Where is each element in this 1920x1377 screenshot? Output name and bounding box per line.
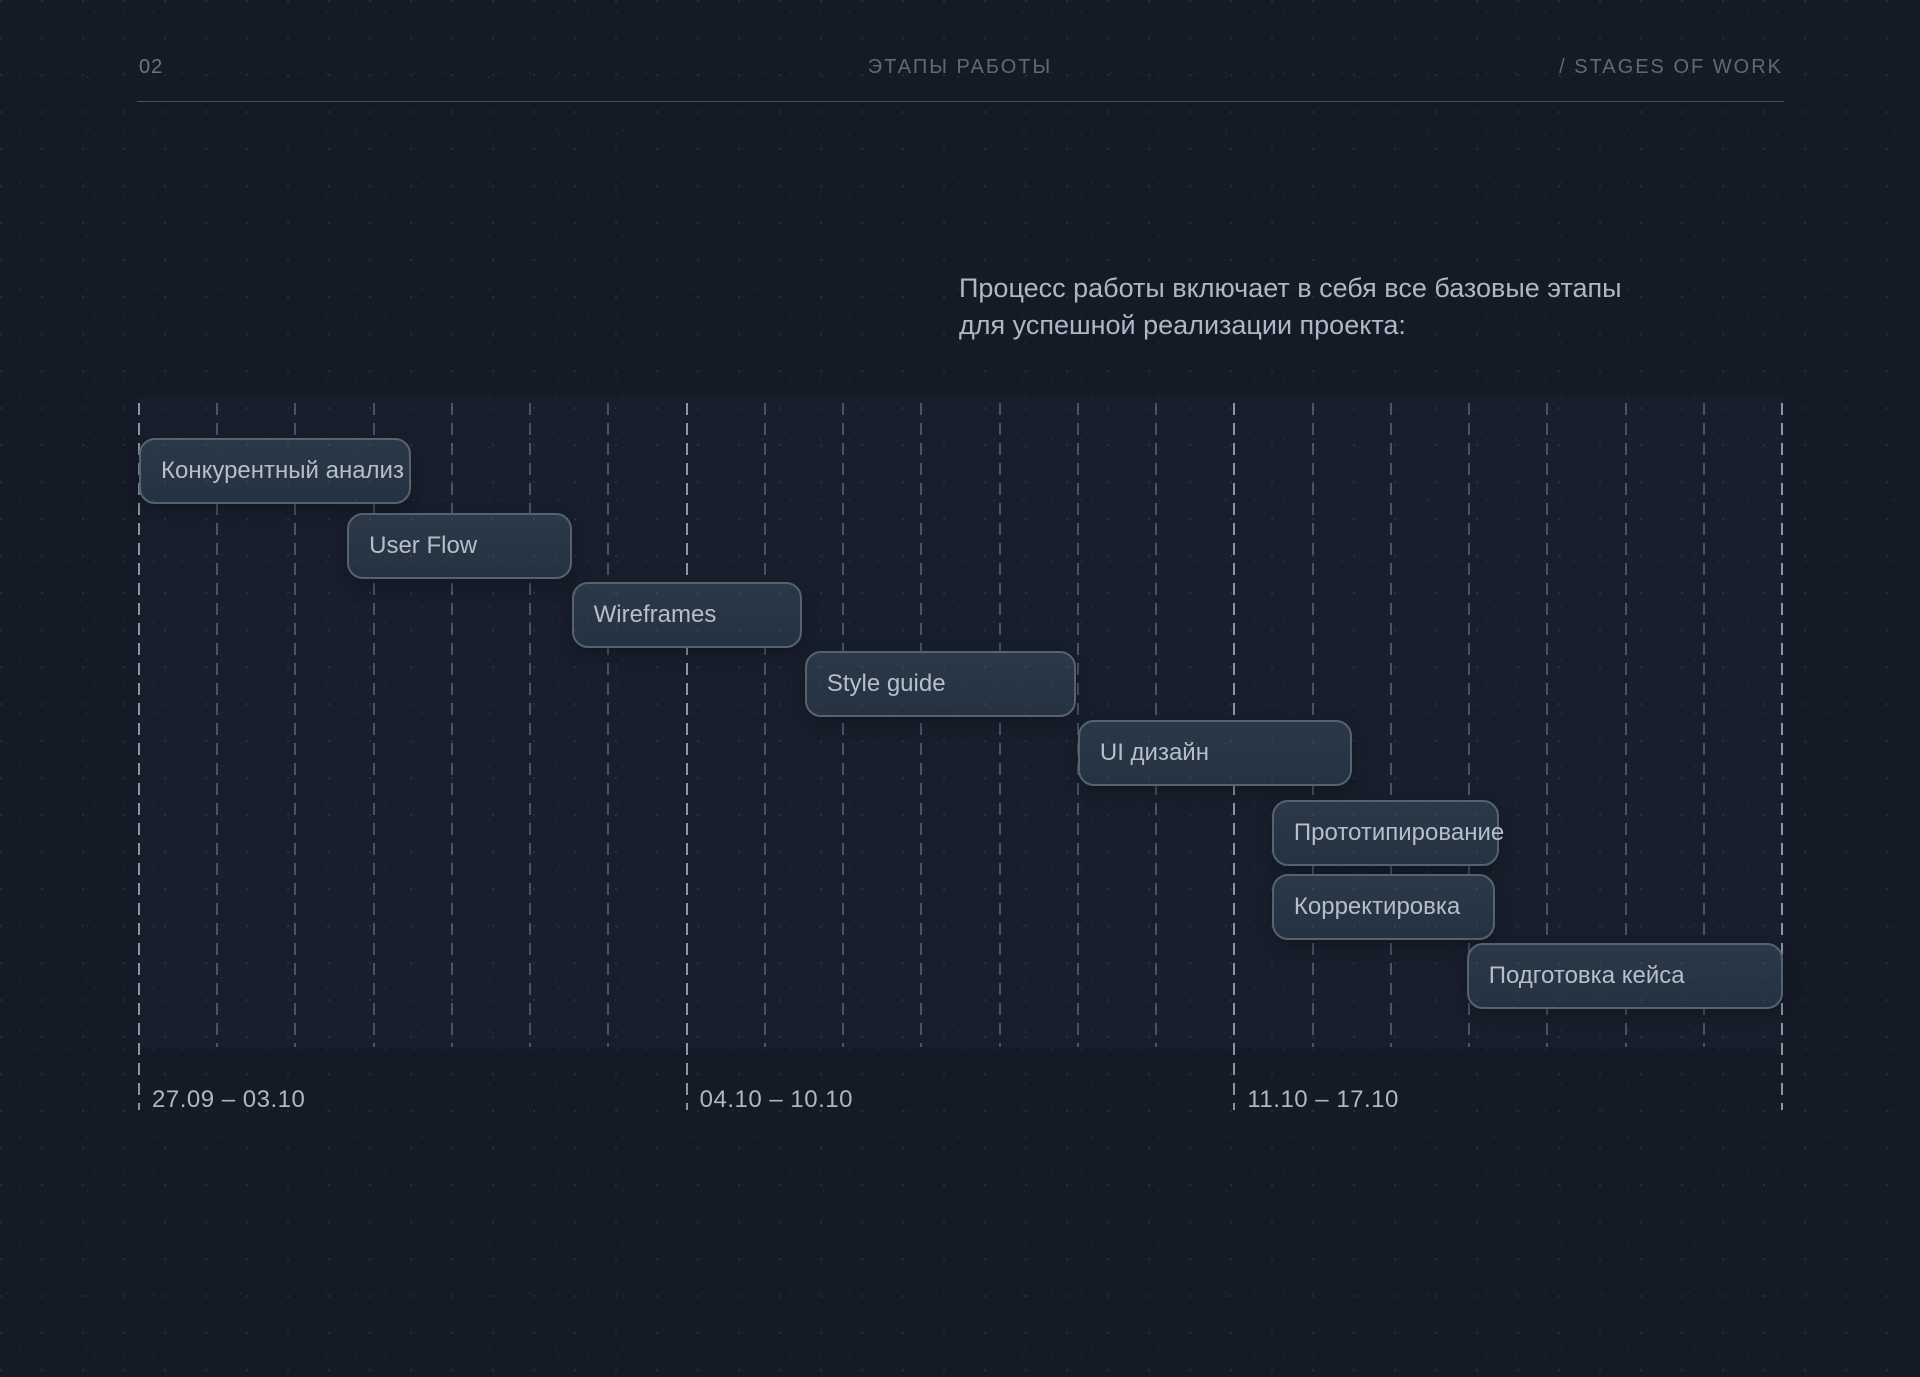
gridline-day [1546, 403, 1549, 1047]
task-bar: UI дизайн [1077, 720, 1352, 786]
task-bar: Wireframes [571, 582, 803, 648]
gridline-day [1076, 403, 1079, 1047]
task-bar-label: Прототипирование [1293, 819, 1505, 846]
week-range-label: 04.10 – 10.10 [699, 1086, 853, 1113]
header-title-ru: ЭТАПЫ РАБОТЫ [867, 56, 1053, 78]
gridline-day [920, 403, 923, 1047]
task-bar: Прототипирование [1271, 800, 1504, 866]
header-title-en: / STAGES OF WORK [1559, 56, 1783, 78]
gridline-day [1624, 403, 1627, 1047]
intro-text: Процесс работы включает в себя все базов… [959, 270, 1622, 344]
gridline-week-boundary [685, 403, 688, 1110]
task-bar-label: Подготовка кейса [1488, 962, 1685, 989]
intro-line-2: для успешной реализации проекта: [959, 310, 1406, 340]
task-bar-label: Корректировка [1293, 893, 1461, 920]
slide-number: 02 [139, 56, 164, 78]
task-bar: Конкурентный анализ [139, 438, 412, 504]
task-bar-label: Конкурентный анализ [161, 457, 404, 484]
gridline-week-boundary [1781, 403, 1784, 1110]
gridline-day [607, 403, 610, 1047]
task-bar-label: User Flow [369, 532, 478, 559]
gridline-day [529, 403, 532, 1047]
gridline-day [998, 403, 1001, 1047]
gridline-day [1389, 403, 1392, 1047]
gridline-day [372, 403, 375, 1047]
gridline-day [1468, 403, 1471, 1047]
task-bar: Style guide [804, 651, 1076, 717]
gridline-day [1702, 403, 1705, 1047]
gridline-day [763, 403, 766, 1047]
header-rule [137, 101, 1784, 102]
task-bar-label: Style guide [826, 670, 946, 697]
gridline-day [450, 403, 453, 1047]
task-bar-label: Wireframes [593, 601, 717, 628]
gridline-day [216, 403, 219, 1047]
gridline-day [294, 403, 297, 1047]
gridline-week-boundary [138, 403, 140, 1110]
task-bar: User Flow [347, 513, 573, 579]
intro-line-1: Процесс работы включает в себя все базов… [959, 273, 1622, 303]
week-range-label: 11.10 – 17.10 [1247, 1086, 1399, 1113]
task-bar: Корректировка [1271, 874, 1495, 940]
task-bar: Подготовка кейса [1466, 943, 1783, 1009]
task-bar-label: UI дизайн [1099, 739, 1209, 766]
week-range-label: 27.09 – 03.10 [152, 1086, 306, 1113]
gridline-day [842, 403, 845, 1047]
